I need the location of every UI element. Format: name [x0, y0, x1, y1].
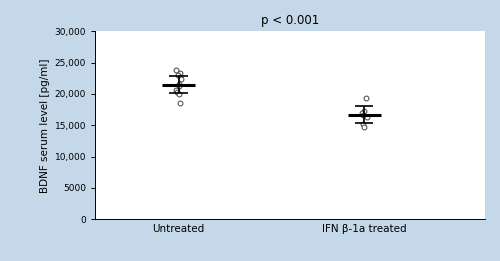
- Y-axis label: BDNF serum level [pg/ml]: BDNF serum level [pg/ml]: [40, 58, 50, 193]
- Title: p < 0.001: p < 0.001: [261, 14, 319, 27]
